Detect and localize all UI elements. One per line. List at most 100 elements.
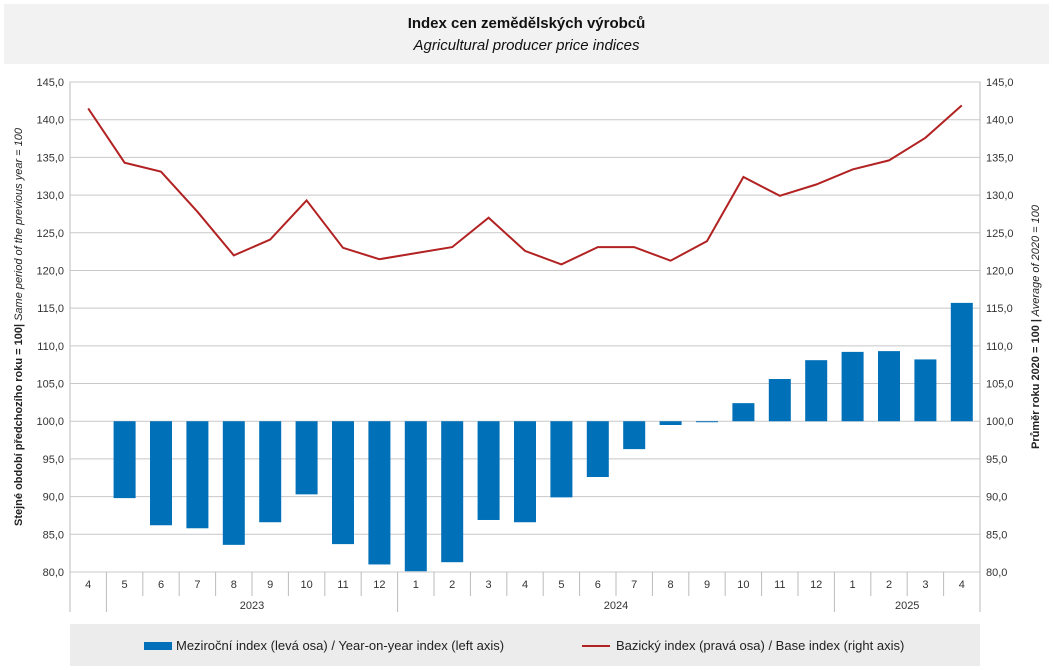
bar: [295, 421, 318, 495]
base-index-line: [87, 104, 963, 266]
chart-title: Index cen zemědělských výrobců: [407, 15, 646, 32]
bar: [259, 421, 282, 523]
x-tick-label: 7: [631, 579, 637, 591]
bar: [404, 421, 427, 572]
x-tick-label: 3: [922, 579, 928, 591]
bar: [332, 421, 354, 545]
bar: [696, 421, 718, 423]
bar: [186, 421, 209, 529]
right-tick-label: 105,0: [986, 379, 1014, 391]
bar: [878, 351, 900, 422]
year-label: 2023: [240, 600, 264, 612]
bar: [623, 421, 646, 450]
bar: [805, 360, 828, 422]
x-tick-label: 12: [373, 579, 385, 591]
left-tick-label: 130,0: [36, 190, 64, 202]
left-tick-label: 140,0: [36, 115, 64, 127]
legend: Meziroční index (levá osa) / Year-on-yea…: [70, 624, 980, 666]
bar: [841, 351, 864, 422]
right-axis-title: Průměr roku 2020 = 100 | Average of 2020…: [1030, 204, 1042, 449]
bar: [113, 421, 136, 499]
x-tick-label: 4: [959, 579, 965, 591]
x-tick-label: 5: [558, 579, 564, 591]
left-tick-label: 80,0: [43, 567, 64, 579]
right-tick-label: 130,0: [986, 190, 1014, 202]
left-axis-ticks: 80,0 85,0 90,0 95,0 100,0 105,0 110,0 115,0 120,…: [36, 77, 64, 579]
left-tick-label: 145,0: [36, 77, 64, 89]
bar: [441, 421, 464, 563]
left-tick-label: 95,0: [43, 454, 64, 466]
left-tick-label: 115,0: [37, 303, 64, 315]
x-tick-label: 10: [737, 579, 749, 591]
x-tick-label: 4: [85, 579, 91, 591]
x-tick-label: 9: [704, 579, 710, 591]
x-tick-label: 8: [231, 579, 237, 591]
x-tick-label: 11: [337, 579, 348, 591]
year-label: 2024: [604, 600, 628, 612]
left-axis-title-italic: Same period of the previous year = 100: [13, 127, 25, 324]
right-tick-label: 110,0: [986, 341, 1013, 353]
bar: [550, 421, 573, 498]
legend-bar-swatch: [144, 641, 172, 650]
line-series: [87, 104, 963, 266]
right-tick-label: 145,0: [986, 77, 1014, 89]
x-tick-label: 11: [774, 579, 785, 591]
legend-line-label: Bazický index (pravá osa) / Base index (…: [616, 638, 905, 653]
bar-series: [113, 302, 973, 572]
x-tick-label: 3: [486, 579, 492, 591]
right-tick-label: 80,0: [986, 567, 1007, 579]
left-tick-label: 100,0: [36, 416, 64, 428]
x-tick-label: 2: [886, 579, 892, 591]
bar: [477, 421, 500, 520]
x-tick-label: 7: [194, 579, 200, 591]
right-tick-label: 120,0: [986, 265, 1014, 277]
right-axis-ticks: 80,0 85,0 90,0 95,0 100,0 105,0 110,0 115,0 120,…: [986, 77, 1014, 579]
bar: [150, 421, 172, 526]
x-tick-label: 10: [300, 579, 312, 591]
bar: [768, 379, 791, 422]
left-axis-title: Stejné období předchozího roku = 100| Sa…: [13, 127, 25, 526]
left-tick-label: 110,0: [37, 341, 64, 353]
x-tick-label: 6: [158, 579, 164, 591]
left-tick-label: 90,0: [43, 492, 64, 504]
bar: [368, 421, 391, 565]
right-tick-label: 140,0: [986, 115, 1014, 127]
bar: [950, 302, 973, 422]
x-tick-label: 12: [810, 579, 822, 591]
left-tick-label: 120,0: [36, 265, 64, 277]
right-tick-label: 135,0: [986, 152, 1014, 164]
legend-bar-label: Meziroční index (levá osa) / Year-on-yea…: [176, 638, 505, 653]
right-axis-title-bold: Průměr roku 2020 = 100 |: [1030, 319, 1042, 449]
chart-title-box: Index cen zemědělských výrobců Agricultu…: [4, 4, 1049, 64]
chart-subtitle: Agricultural producer price indices: [413, 37, 640, 54]
x-tick-label: 1: [850, 579, 856, 591]
left-tick-label: 125,0: [36, 228, 64, 240]
year-label: 2025: [895, 600, 919, 612]
bar: [586, 421, 609, 478]
legend-item-line: Bazický index (pravá osa) / Base index (…: [582, 638, 904, 653]
x-tick-label: 2: [449, 579, 455, 591]
legend-item-bar: Meziroční index (levá osa) / Year-on-yea…: [144, 638, 504, 653]
right-tick-label: 90,0: [986, 492, 1007, 504]
x-tick-label: 6: [595, 579, 601, 591]
x-tick-label: 1: [413, 579, 419, 591]
right-axis-title-italic: Average of 2020 = 100: [1030, 204, 1042, 319]
bar: [659, 421, 682, 425]
bar: [914, 359, 937, 422]
bar: [222, 421, 245, 545]
left-tick-label: 135,0: [36, 152, 64, 164]
x-tick-label: 9: [267, 579, 273, 591]
left-axis-title-bold: Stejné období předchozího roku = 100|: [13, 324, 25, 526]
x-tick-label: 8: [668, 579, 674, 591]
right-tick-label: 95,0: [986, 454, 1007, 466]
x-tick-label: 4: [522, 579, 528, 591]
right-tick-label: 100,0: [986, 416, 1014, 428]
bar: [732, 403, 755, 422]
chart-plot: 80,0 85,0 90,0 95,0 100,0 105,0 110,0 115,0 120,…: [13, 77, 1042, 612]
right-tick-label: 85,0: [986, 529, 1007, 541]
right-tick-label: 125,0: [986, 228, 1014, 240]
legend-line-swatch: [582, 644, 610, 647]
bar: [514, 421, 536, 523]
left-tick-label: 105,0: [36, 379, 64, 391]
